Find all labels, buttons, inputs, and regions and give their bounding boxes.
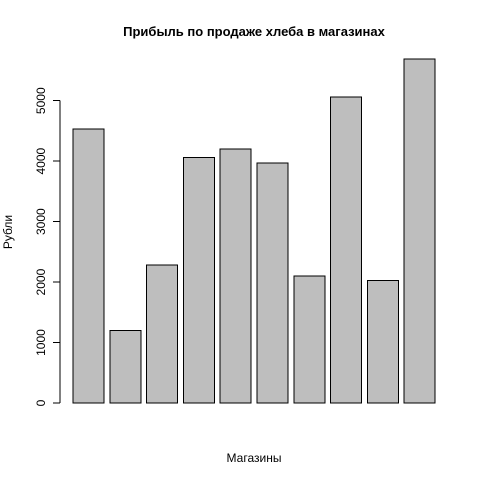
bar bbox=[256, 162, 289, 404]
x-axis-label: Магазины bbox=[227, 451, 282, 465]
bar bbox=[182, 157, 215, 404]
bar bbox=[293, 275, 326, 404]
y-axis-label: Рубли bbox=[1, 215, 15, 249]
bar bbox=[403, 58, 436, 404]
y-axis: 0 1000 2000 3000 4000 5000 bbox=[34, 87, 61, 406]
y-tick-label: 3000 bbox=[34, 208, 48, 235]
y-tick-label: 4000 bbox=[34, 148, 48, 175]
y-tick-label: 0 bbox=[34, 399, 48, 406]
bar bbox=[146, 264, 179, 404]
bar bbox=[330, 96, 363, 404]
bars-group bbox=[72, 58, 436, 404]
bar bbox=[366, 279, 399, 404]
chart-title: Прибыль по продаже хлеба в магазинах bbox=[123, 24, 385, 39]
y-tick-label: 5000 bbox=[34, 87, 48, 114]
y-tick-label: 2000 bbox=[34, 268, 48, 295]
bar bbox=[109, 329, 142, 404]
bar bbox=[219, 148, 252, 404]
y-tick-label: 1000 bbox=[34, 329, 48, 356]
bar bbox=[72, 128, 105, 404]
